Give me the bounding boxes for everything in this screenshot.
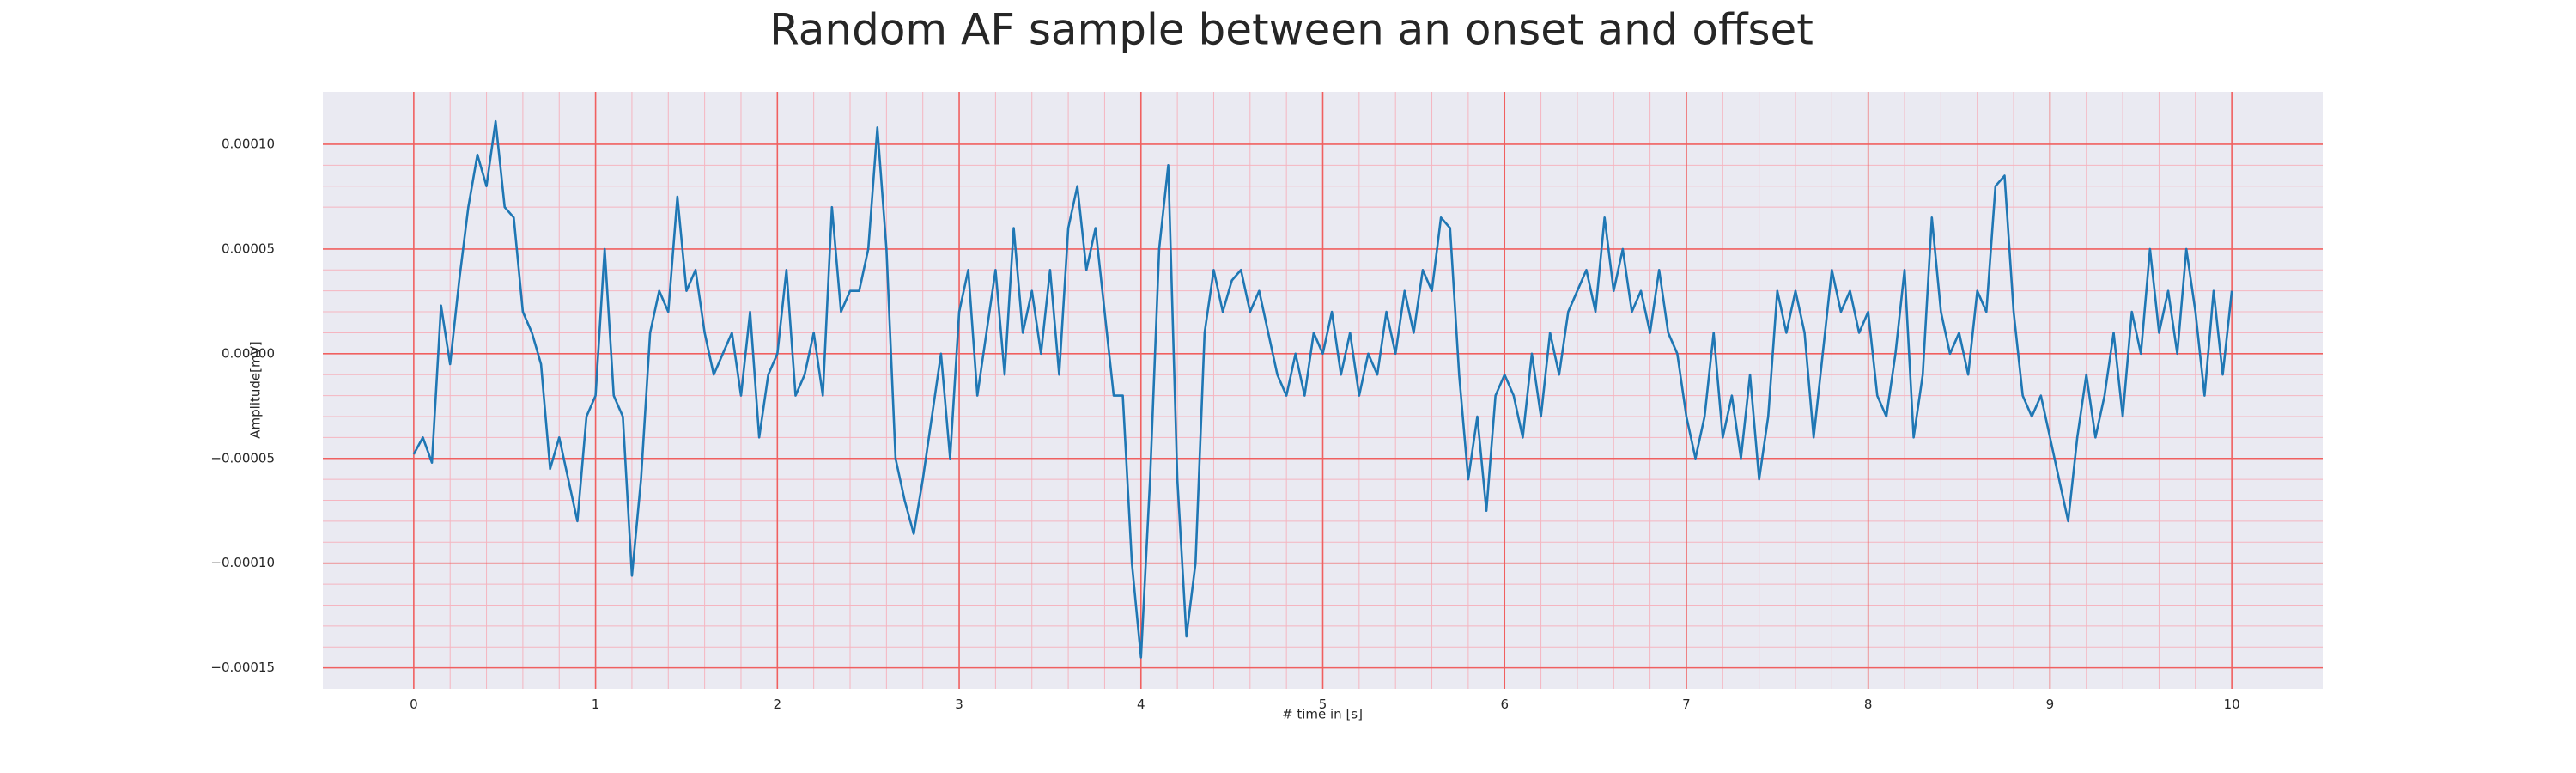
y-tick-label: −0.00005 <box>210 450 275 466</box>
y-tick-label: −0.00015 <box>210 660 275 675</box>
x-tick-label: 0 <box>410 697 418 712</box>
y-tick-label: −0.00010 <box>210 555 275 570</box>
x-axis-label: # time in [s] <box>1282 707 1363 722</box>
x-tick-label: 1 <box>592 697 600 712</box>
x-tick-label: 2 <box>774 697 782 712</box>
chart-title: Random AF sample between an onset and of… <box>769 5 1814 55</box>
y-tick-label: 0.00005 <box>222 240 275 256</box>
x-tick-label: 9 <box>2046 697 2055 712</box>
x-tick-label: 8 <box>1864 697 1873 712</box>
x-tick-label: 3 <box>955 697 963 712</box>
x-tick-label: 6 <box>1500 697 1509 712</box>
y-tick-label: 0.00010 <box>222 136 275 151</box>
y-axis-label: Amplitude[mV] <box>248 341 264 438</box>
x-tick-label: 5 <box>1319 697 1327 712</box>
y-tick-label: 0.00000 <box>222 345 275 361</box>
x-tick-label: 10 <box>2224 697 2240 712</box>
x-tick-label: 4 <box>1137 697 1145 712</box>
x-tick-label: 7 <box>1682 697 1691 712</box>
line <box>412 119 2233 659</box>
